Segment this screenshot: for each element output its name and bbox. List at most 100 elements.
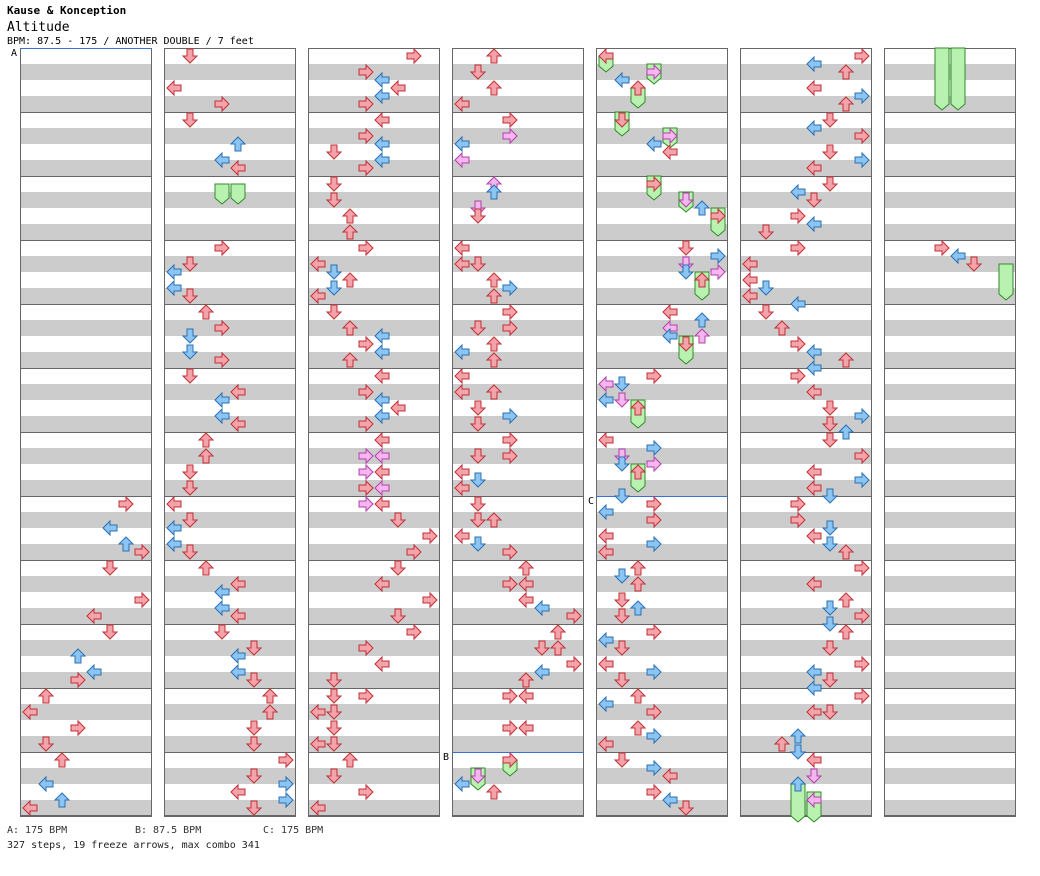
- beat-band: [884, 448, 1016, 464]
- step-arrow-right: [358, 447, 374, 465]
- step-arrow-right: [502, 687, 518, 705]
- step-arrow-left: [310, 287, 326, 305]
- step-arrow-right: [646, 495, 662, 513]
- step-arrow-right: [854, 407, 870, 425]
- chart-summary: 327 steps, 19 freeze arrows, max combo 3…: [7, 840, 260, 851]
- beat-band: [308, 576, 440, 592]
- beat-band: [740, 224, 872, 240]
- step-arrow-right: [70, 719, 86, 737]
- step-arrow-down: [469, 496, 487, 512]
- step-arrow-left: [806, 463, 822, 481]
- step-arrow-right: [790, 207, 806, 225]
- beat-band: [740, 576, 872, 592]
- step-arrow-right: [854, 47, 870, 65]
- step-arrow-up: [837, 424, 855, 440]
- step-arrow-left: [598, 503, 614, 521]
- step-arrow-right: [214, 95, 230, 113]
- step-arrow-right: [566, 607, 582, 625]
- step-arrow-up: [485, 184, 503, 200]
- step-arrow-up: [197, 432, 215, 448]
- beat-band: [596, 576, 728, 592]
- beat-band: [20, 736, 152, 752]
- bpm-legend-b: B: 87.5 BPM: [135, 825, 202, 836]
- beat-band: [740, 64, 872, 80]
- step-arrow-down: [469, 512, 487, 528]
- beat-band: [596, 352, 728, 368]
- beat-band: [452, 224, 584, 240]
- step-arrow-left: [598, 527, 614, 545]
- beat-band: [308, 416, 440, 432]
- beat-band: [884, 352, 1016, 368]
- beat-band: [164, 96, 296, 112]
- step-arrow-down: [677, 800, 695, 816]
- beat-band: [452, 160, 584, 176]
- step-arrow-left: [374, 391, 390, 409]
- beat-band: [308, 512, 440, 528]
- step-arrow-up: [629, 400, 647, 416]
- beat-band: [452, 480, 584, 496]
- beat-band: [740, 512, 872, 528]
- step-arrow-left: [598, 391, 614, 409]
- step-arrow-left: [806, 751, 822, 769]
- step-arrow-down: [325, 688, 343, 704]
- step-arrow-left: [86, 663, 102, 681]
- step-arrow-up: [629, 576, 647, 592]
- beat-band: [740, 672, 872, 688]
- step-arrow-right: [358, 383, 374, 401]
- step-arrow-left: [518, 575, 534, 593]
- step-arrow-right: [502, 279, 518, 297]
- beat-band: [20, 224, 152, 240]
- step-arrow-right: [422, 527, 438, 545]
- beat-band: [884, 160, 1016, 176]
- beat-band: [452, 672, 584, 688]
- step-arrow-left: [454, 343, 470, 361]
- step-arrow-left: [166, 519, 182, 537]
- step-arrow-down: [181, 368, 199, 384]
- step-arrow-right: [790, 335, 806, 353]
- step-arrow-down: [469, 320, 487, 336]
- step-arrow-left: [230, 607, 246, 625]
- beat-band: [740, 352, 872, 368]
- step-arrow-right: [646, 727, 662, 745]
- step-arrow-up: [629, 560, 647, 576]
- step-arrow-down: [677, 264, 695, 280]
- beat-band: [740, 192, 872, 208]
- step-arrow-down: [757, 304, 775, 320]
- step-arrow-right: [358, 783, 374, 801]
- step-arrow-left: [310, 703, 326, 721]
- step-arrow-left: [390, 79, 406, 97]
- step-arrow-down: [805, 192, 823, 208]
- beat-band: [308, 544, 440, 560]
- step-arrow-down: [181, 256, 199, 272]
- step-arrow-up: [341, 208, 359, 224]
- step-arrow-left: [166, 263, 182, 281]
- step-arrow-left: [806, 55, 822, 73]
- step-arrow-right: [358, 495, 374, 513]
- step-arrow-left: [598, 47, 614, 65]
- step-arrow-right: [278, 791, 294, 809]
- beat-band: [452, 544, 584, 560]
- step-arrow-up: [773, 320, 791, 336]
- beat-band: [740, 320, 872, 336]
- step-arrow-right: [854, 687, 870, 705]
- beat-band: [596, 64, 728, 80]
- step-arrow-left: [742, 287, 758, 305]
- step-arrow-down: [245, 768, 263, 784]
- step-arrow-up: [117, 536, 135, 552]
- step-arrow-left: [790, 183, 806, 201]
- beat-band: [20, 128, 152, 144]
- step-arrow-up: [549, 640, 567, 656]
- step-arrow-down: [469, 448, 487, 464]
- step-arrow-left: [374, 111, 390, 129]
- beat-band: [596, 768, 728, 784]
- step-arrow-left: [806, 359, 822, 377]
- step-arrow-left: [374, 327, 390, 345]
- beat-band: [164, 384, 296, 400]
- step-arrow-down: [37, 736, 55, 752]
- step-arrow-left: [454, 383, 470, 401]
- step-arrow-down: [821, 144, 839, 160]
- step-arrow-right: [854, 471, 870, 489]
- step-arrow-right: [502, 431, 518, 449]
- step-arrow-down: [805, 768, 823, 784]
- beat-band: [164, 544, 296, 560]
